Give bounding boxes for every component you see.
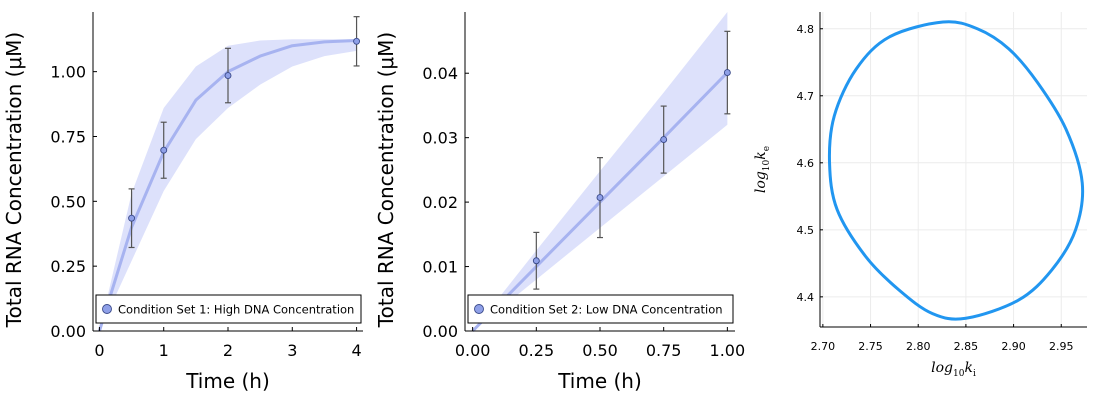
y-tick-label: 0.00 [422,322,458,341]
y-tick-label: 0.01 [422,258,458,277]
data-point [353,37,361,45]
x-tick-label: 2.75 [858,340,883,353]
y-tick-label: 0.02 [422,193,458,212]
panel-1: 0 1 2 3 4 0.00 0.25 0.50 0.75 1.00 Time (h) Total R… [2,12,363,393]
y-axis-title: log10ke [753,146,772,193]
data-point [723,69,731,77]
x-tick-label: 4 [351,341,361,360]
legend-label: Condition Set 1: High DNA Concentration [118,303,354,317]
x-tick-label: 2.80 [906,340,931,353]
x-tick-label: 0.75 [646,341,682,360]
y-tick-label: 1.00 [50,63,86,82]
x-axis-title: Time (h) [557,369,642,393]
x-tick-label: 2.95 [1049,340,1074,353]
y-tick-label: 0.03 [422,129,458,148]
legend-label: Condition Set 2: Low DNA Concentration [490,303,723,317]
y-tick-label: 0.50 [50,192,86,211]
y-axis-title: Total RNA Concentration (μM) [2,32,26,328]
legend-box [467,294,734,324]
x-tick-label: 0.00 [455,341,491,360]
data-point [660,136,668,144]
y-tick-label: 4.5 [797,224,815,237]
x-tick-label: 1.00 [710,341,746,360]
panel-3: 2.70 2.75 2.80 2.85 2.90 2.95 4.4 4.5 4.6 4.7 4.8 l… [753,12,1087,379]
data-point [128,214,136,222]
legend-marker [102,304,112,314]
data-point [596,194,604,202]
y-axis-title: Total RNA Concentration (μM) [374,32,398,328]
x-axis-title: log10ki [931,360,976,379]
legend-marker [474,304,484,314]
y-tick-label: 0.00 [50,322,86,341]
legend: Condition Set 2: Low DNA Concentration [467,294,734,324]
x-tick-label: 0.50 [582,341,618,360]
x-tick-label: 2 [223,341,233,360]
y-tick-label: 0.25 [50,257,86,276]
data-point [532,257,540,265]
panel-2: 0.00 0.25 0.50 0.75 1.00 0.00 0.01 0.02 0.03 0.04… [374,12,745,393]
x-tick-label: 2.90 [1001,340,1026,353]
x-tick-label: 0 [94,341,104,360]
x-tick-label: 3 [287,341,297,360]
y-tick-label: 4.7 [797,90,815,103]
confidence-ellipse [827,20,1085,321]
y-tick-label: 0.75 [50,127,86,146]
y-tick-label: 4.6 [797,157,815,170]
y-tick-label: 4.8 [797,23,815,36]
data-point [160,146,168,154]
legend: Condition Set 1: High DNA Concentration [95,294,362,324]
x-tick-label: 2.85 [954,340,979,353]
legend-box [95,294,362,324]
x-tick-label: 0.25 [519,341,555,360]
x-tick-label: 1 [159,341,169,360]
y-tick-label: 4.4 [797,291,815,304]
y-tick-label: 0.04 [422,64,458,83]
confidence-band [99,39,357,331]
x-axis-title: Time (h) [185,369,270,393]
x-tick-label: 2.70 [811,340,836,353]
data-point [224,72,232,79]
